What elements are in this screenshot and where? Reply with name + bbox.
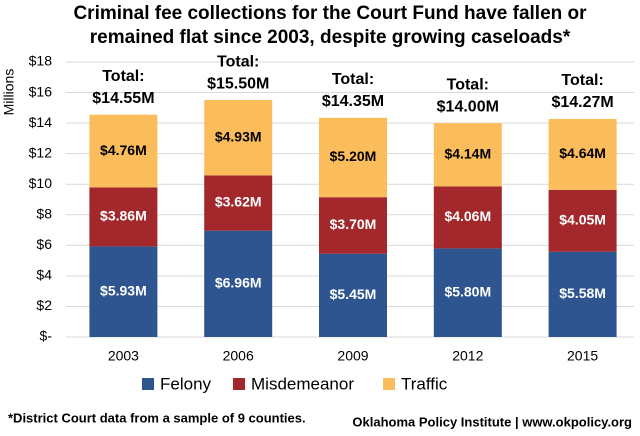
- y-axis-label: Millions: [1, 69, 17, 116]
- legend-swatch: [233, 378, 245, 390]
- total-heading: Total:: [102, 68, 144, 85]
- y-tick-label: $12: [29, 144, 53, 160]
- bar-segment: [204, 100, 273, 176]
- value-label: $5.93M: [100, 282, 147, 298]
- legend-swatch: [142, 378, 154, 390]
- value-label: $3.86M: [100, 208, 147, 224]
- bar-segment: [204, 175, 273, 231]
- bar-segment: [204, 230, 273, 337]
- value-label: $4.05M: [559, 212, 606, 228]
- total-heading: Total:: [332, 71, 374, 88]
- value-label: $4.14M: [444, 145, 491, 161]
- total-heading: Total:: [447, 76, 489, 93]
- bar-segment: [433, 248, 502, 337]
- value-label: $4.76M: [100, 142, 147, 158]
- bar-segment: [89, 187, 158, 247]
- total-label: $14.55M: [92, 90, 154, 107]
- total-label: $14.00M: [437, 98, 499, 115]
- value-label: $6.96M: [215, 275, 262, 291]
- legend-label: Traffic: [401, 374, 448, 393]
- total-heading: Total:: [561, 72, 603, 89]
- value-label: $4.93M: [215, 128, 262, 144]
- chart-title: remained flat since 2003, despite growin…: [90, 27, 571, 48]
- y-tick-label: $4: [36, 267, 52, 283]
- x-tick-label: 2015: [567, 348, 598, 364]
- value-label: $5.45M: [330, 286, 377, 302]
- total-label: $14.27M: [551, 94, 613, 111]
- bar-segment: [319, 197, 387, 254]
- y-tick-label: $14: [29, 114, 53, 130]
- x-tick-label: 2003: [108, 348, 139, 364]
- y-tick-label: $16: [29, 83, 53, 99]
- y-tick-label: $10: [29, 175, 53, 191]
- value-label: $4.06M: [444, 208, 491, 224]
- chart-title: Criminal fee collections for the Court F…: [73, 3, 587, 24]
- legend-label: Felony: [160, 374, 212, 393]
- bar-segment: [548, 251, 617, 337]
- total-label: $15.50M: [207, 75, 269, 92]
- bar-segment: [89, 246, 158, 337]
- value-label: $3.70M: [330, 216, 377, 232]
- footnote: *District Court data from a sample of 9 …: [8, 410, 306, 425]
- total-label: $14.35M: [322, 93, 384, 110]
- bar-segment: [89, 114, 158, 188]
- x-tick-label: 2006: [223, 348, 254, 364]
- bar-segment: [319, 117, 387, 198]
- x-tick-label: 2012: [452, 348, 483, 364]
- legend-swatch: [383, 378, 395, 390]
- value-label: $4.64M: [559, 145, 606, 161]
- value-label: $5.80M: [444, 283, 491, 299]
- value-label: $5.58M: [559, 285, 606, 301]
- bar-segment: [548, 189, 617, 252]
- legend-label: Misdemeanor: [251, 374, 354, 393]
- y-tick-label: $6: [36, 236, 52, 252]
- bar-segment: [319, 253, 387, 337]
- y-tick-label: $2: [36, 297, 52, 313]
- y-tick-label: $8: [36, 205, 52, 221]
- total-heading: Total:: [217, 53, 259, 70]
- bar-segment: [433, 186, 502, 249]
- bar-segment: [548, 118, 617, 190]
- value-label: $3.62M: [215, 194, 262, 210]
- bar-segment: [433, 123, 502, 187]
- y-tick-label: $-: [40, 328, 53, 344]
- x-tick-label: 2009: [337, 348, 368, 364]
- value-label: $5.20M: [330, 148, 377, 164]
- y-tick-label: $18: [29, 53, 53, 69]
- source: Oklahoma Policy Institute | www.okpolicy…: [352, 414, 632, 429]
